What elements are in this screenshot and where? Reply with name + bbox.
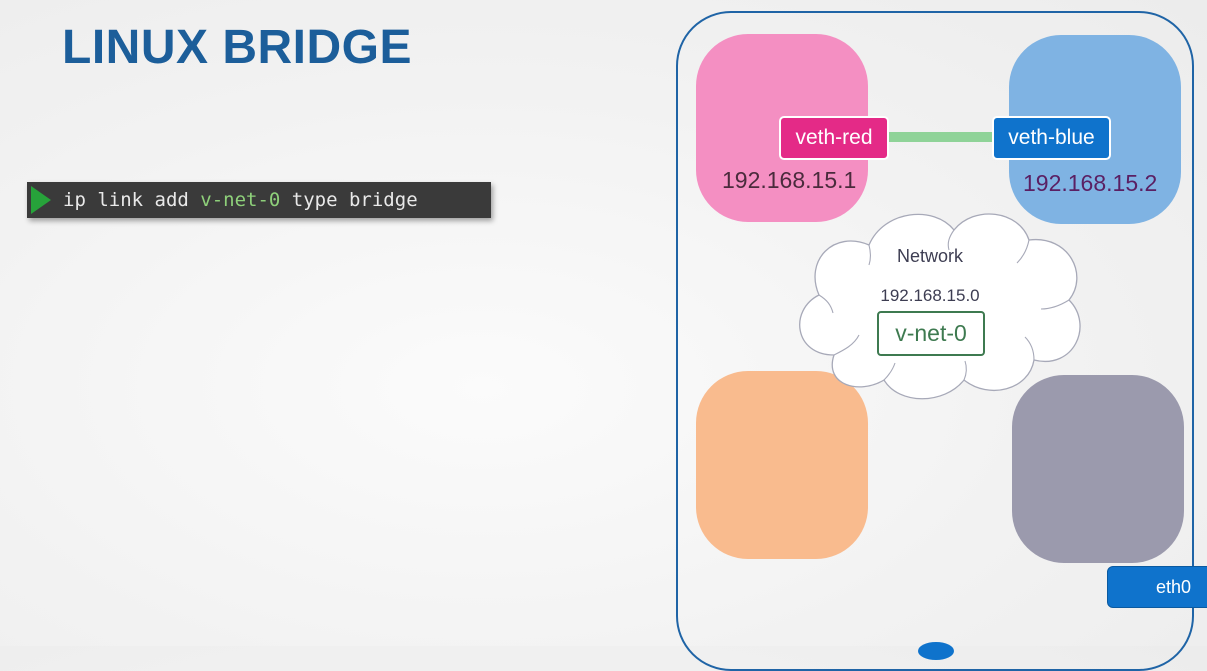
network-label: Network — [896, 246, 963, 266]
veth-blue-interface: veth-blue — [992, 116, 1111, 160]
veth-red-interface: veth-red — [779, 116, 889, 160]
bridge-v-net-0: v-net-0 — [877, 311, 985, 356]
network-ip-label: 192.168.15.0 — [880, 286, 980, 305]
namespace-orange — [696, 371, 868, 559]
ip-red-label: 192.168.15.1 — [722, 167, 857, 193]
command-part-2: type bridge — [280, 189, 418, 211]
page-title: LINUX BRIDGE — [62, 21, 413, 74]
veth-pipe-link — [886, 132, 996, 142]
command-part-1: ip link add — [63, 189, 201, 211]
network-cloud-icon — [799, 213, 1081, 400]
play-triangle-icon — [31, 186, 51, 214]
namespace-gray — [1012, 375, 1184, 563]
command-text: ip link add v-net-0 type bridge — [63, 189, 418, 211]
host-port-indicator — [918, 642, 954, 660]
command-highlight: v-net-0 — [200, 189, 281, 211]
terminal-command: ip link add v-net-0 type bridge — [27, 182, 491, 218]
eth0-interface: eth0 — [1107, 566, 1207, 608]
ip-blue-label: 192.168.15.2 — [1023, 170, 1158, 196]
